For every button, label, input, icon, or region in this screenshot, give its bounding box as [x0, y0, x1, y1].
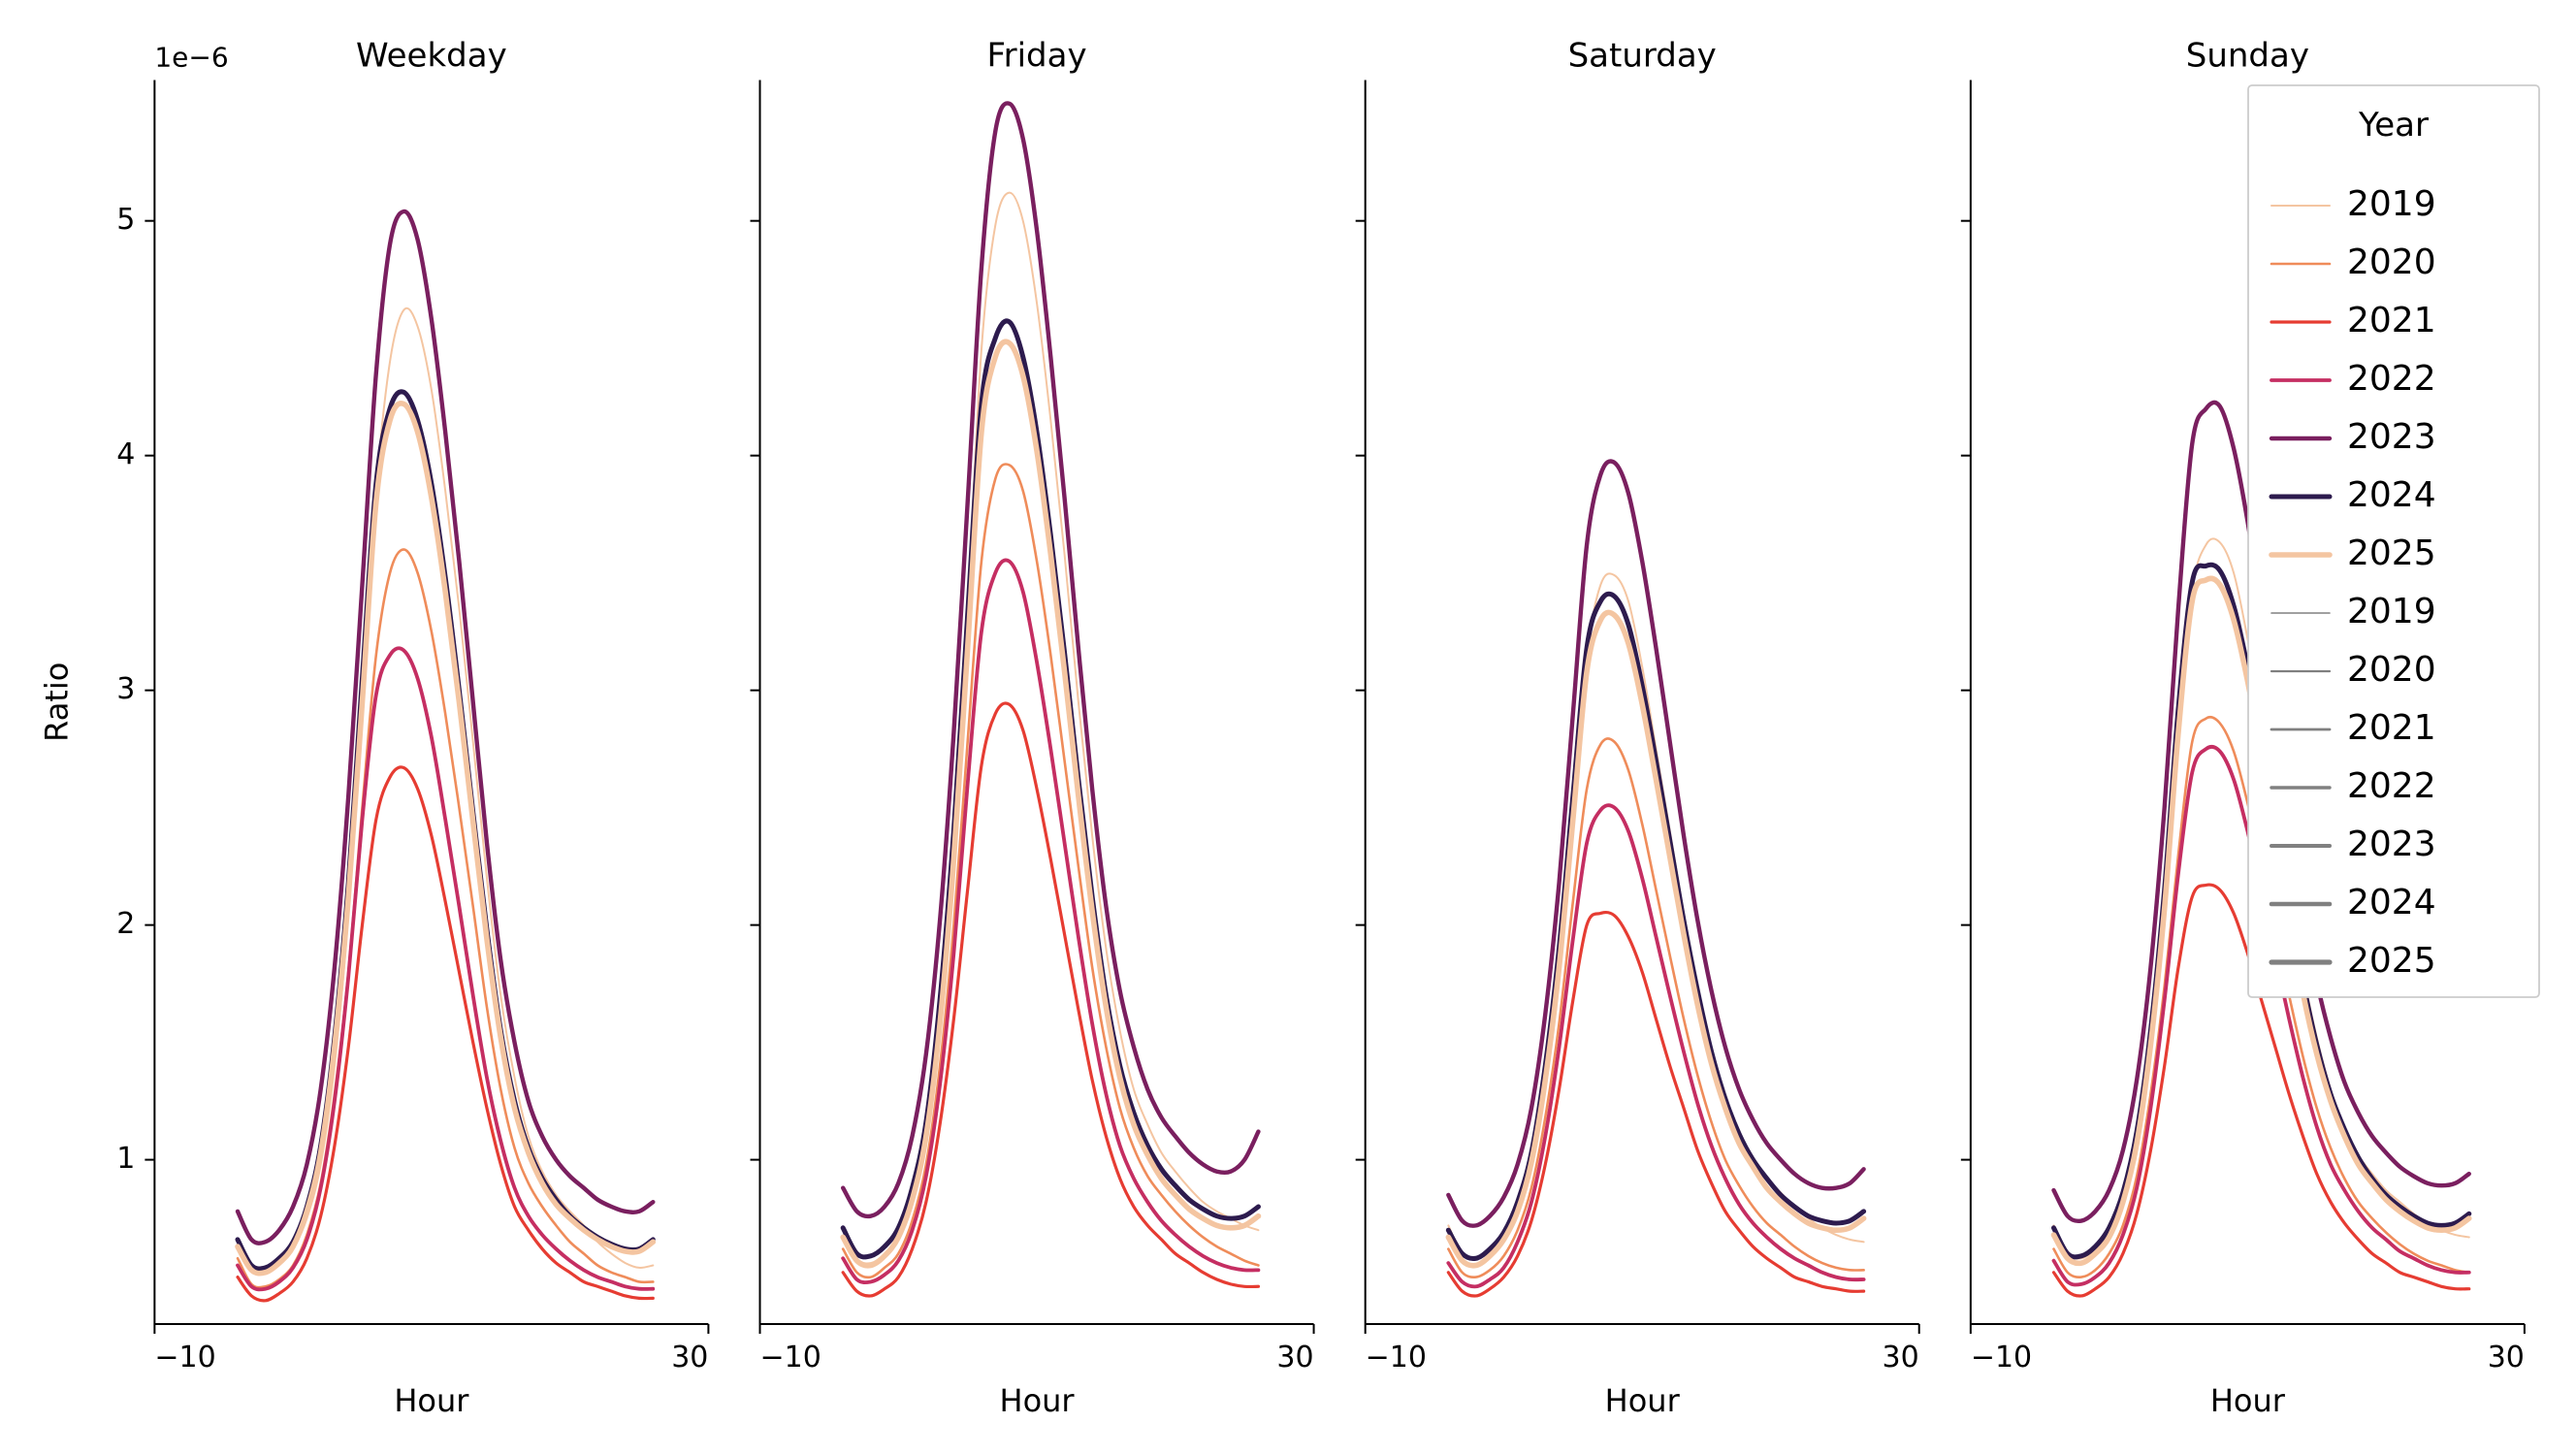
legend-label-color-2025: 2025: [2347, 534, 2436, 573]
x-axis-label: Hour: [2210, 1382, 2286, 1419]
legend-label-gray-2021: 2021: [2347, 708, 2436, 748]
chart-svg: 1 2 3 4 5 −10 30 Weekday Hour −10 30 Friday Hour −10 3…: [0, 0, 2576, 1455]
panel-title: Friday: [987, 37, 1087, 76]
x-tick-label: −10: [154, 1341, 215, 1374]
legend-label-color-2019: 2019: [2347, 184, 2436, 224]
x-tick-label: 30: [1883, 1341, 1919, 1374]
x-axis-label: Hour: [1000, 1382, 1076, 1419]
legend-label-color-2020: 2020: [2347, 242, 2436, 282]
x-tick-label: 30: [2488, 1341, 2525, 1374]
y-tick-label: 1: [116, 1142, 135, 1176]
y-tick-label: 5: [116, 203, 135, 237]
legend-label-gray-2025: 2025: [2347, 941, 2436, 981]
legend-label-gray-2019: 2019: [2347, 592, 2436, 631]
chart-background: [0, 0, 2576, 1455]
legend-label-color-2022: 2022: [2347, 359, 2436, 399]
panel-title: Saturday: [1568, 37, 1717, 76]
y-axis-label: Ratio: [38, 663, 75, 742]
legend-label-color-2024: 2024: [2347, 475, 2436, 515]
x-axis-label: Hour: [1605, 1382, 1681, 1419]
multi-panel-line-chart: 1 2 3 4 5 −10 30 Weekday Hour −10 30 Friday Hour −10 3…: [0, 0, 2576, 1455]
x-tick-label: 30: [1276, 1341, 1313, 1374]
y-tick-label: 2: [116, 907, 135, 941]
y-tick-label: 3: [116, 672, 135, 706]
legend-label-color-2021: 2021: [2347, 301, 2436, 340]
panel-title: Weekday: [356, 37, 507, 76]
legend-label-gray-2020: 2020: [2347, 650, 2436, 690]
x-tick-label: −10: [760, 1341, 821, 1374]
legend-label-color-2023: 2023: [2347, 417, 2436, 457]
legend-title: Year: [2358, 106, 2429, 145]
x-tick-label: 30: [671, 1341, 708, 1374]
legend-label-gray-2022: 2022: [2347, 766, 2436, 806]
y-tick-label: 4: [116, 437, 135, 471]
legend: Year 2019 2020 2021 2022 2023 2024 2025 2019 2020…: [2248, 85, 2539, 997]
x-tick-label: −10: [1366, 1341, 1427, 1374]
x-tick-label: −10: [1971, 1341, 2032, 1374]
y-exponent-label: 1e−6: [154, 42, 228, 74]
legend-label-gray-2024: 2024: [2347, 883, 2436, 922]
panel-title: Sunday: [2186, 37, 2309, 76]
x-axis-label: Hour: [394, 1382, 469, 1419]
legend-label-gray-2023: 2023: [2347, 824, 2436, 864]
